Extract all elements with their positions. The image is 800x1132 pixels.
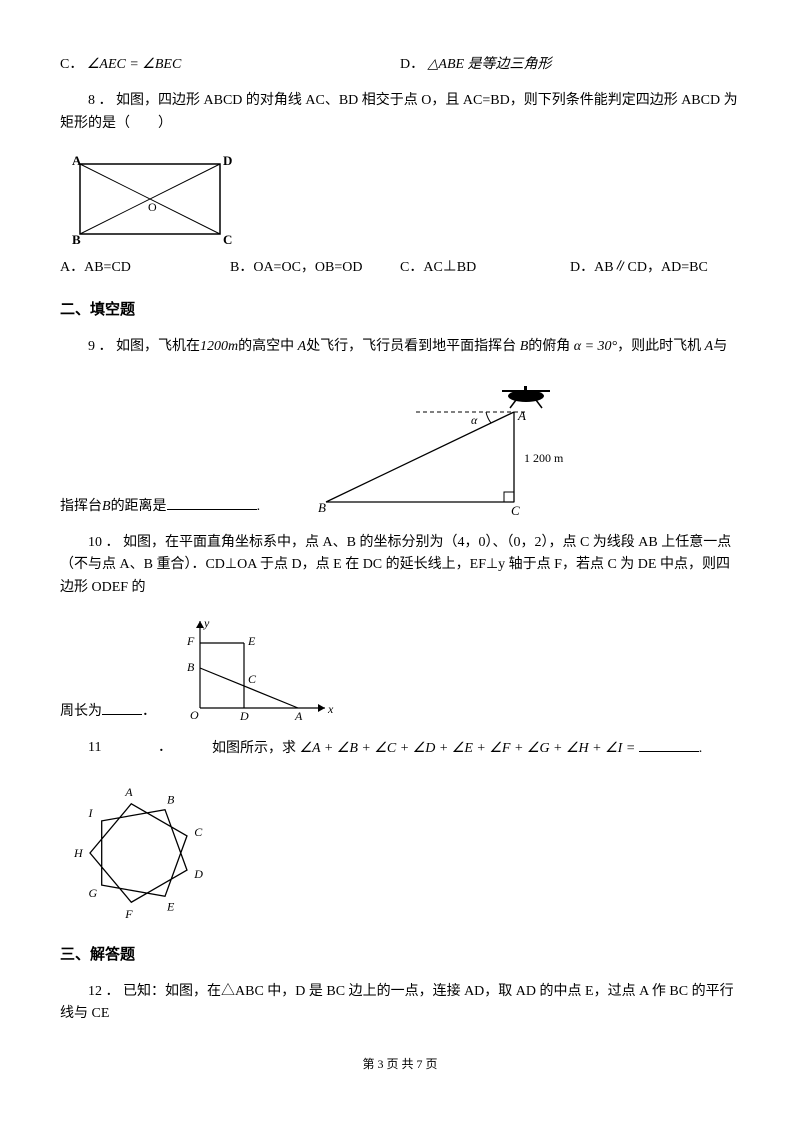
q10-line2: 周长为 ． O A B C D E F x y xyxy=(60,613,740,723)
y: y xyxy=(203,616,210,630)
q7-option-d: D． △ABE 是等边三角形 xyxy=(400,54,740,76)
svg-text:C: C xyxy=(194,824,203,838)
q10-figure: O A B C D E F x y xyxy=(170,613,340,723)
q10-text: 10 ． 如图，在平面直角坐标系中，点 A、B 的坐标分别为（4，0）、（0，2… xyxy=(60,532,740,599)
t: 处飞行，飞行员看到地平面指挥台 xyxy=(306,339,516,354)
opt-label: D． xyxy=(400,57,424,72)
t: 如图所示，求 xyxy=(212,741,296,756)
q-body: 如图，在平面直角坐标系中，点 A、B 的坐标分别为（4，0）、（0，2），点 C… xyxy=(60,535,731,595)
pB: B xyxy=(520,339,529,354)
q8-option-b: B．OA=OC，OB=OD xyxy=(230,257,400,279)
svg-text:D: D xyxy=(193,867,203,881)
pB: B xyxy=(102,499,111,514)
t: 的俯角 xyxy=(528,339,570,354)
expr: ∠A + ∠B + ∠C + ∠D + ∠E + ∠F + ∠G + ∠H + … xyxy=(300,741,636,756)
q8-option-c: C．AC⊥BD xyxy=(400,257,570,279)
q-num: 9 ． xyxy=(88,339,113,354)
svg-text:I: I xyxy=(88,806,94,820)
O: O xyxy=(190,708,199,722)
q9-line2: 指挥台B的距离是. α A B C 1 200 m xyxy=(60,372,740,518)
blank xyxy=(102,700,142,715)
A: A xyxy=(517,408,526,423)
t: 与 xyxy=(713,339,727,354)
q12-text: 12 ． 已知：如图，在△ABC 中，D 是 BC 边上的一点，连接 AD，取 … xyxy=(60,981,740,1026)
t: 周长为 xyxy=(60,704,102,719)
D: D xyxy=(239,709,249,723)
label-A: A xyxy=(72,153,82,168)
alt: 1200m xyxy=(200,339,238,354)
C: C xyxy=(248,672,257,686)
x: x xyxy=(327,702,334,716)
p: . xyxy=(699,741,703,756)
t: 指挥台 xyxy=(60,499,102,514)
pA: A xyxy=(298,339,307,354)
opt-label: C． xyxy=(60,57,83,72)
A: A xyxy=(294,709,303,723)
q-body: 已知：如图，在△ABC 中，D 是 BC 边上的一点，连接 AD，取 AD 的中… xyxy=(60,984,734,1021)
svg-text:E: E xyxy=(166,899,175,913)
p: ． xyxy=(142,704,156,719)
q-body: 如图，四边形 ABCD 的对角线 AC、BD 相交于点 O，且 AC=BD，则下… xyxy=(60,93,738,130)
label-C: C xyxy=(223,232,232,247)
section-2-heading: 二、填空题 xyxy=(60,298,740,322)
q7-options-cd: C． ∠AEC = ∠BEC D． △ABE 是等边三角形 xyxy=(60,54,740,76)
opt-text: ∠AEC = ∠BEC xyxy=(87,57,181,72)
B: B xyxy=(318,500,326,515)
svg-text:G: G xyxy=(89,885,98,899)
q-num: 10 ． xyxy=(88,535,120,550)
q7-option-c: C． ∠AEC = ∠BEC xyxy=(60,54,400,76)
blank xyxy=(167,495,257,510)
label-B: B xyxy=(72,232,81,247)
svg-text:H: H xyxy=(73,846,84,860)
q9-line1: 9 ． 如图，飞机在1200m的高空中 A处飞行，飞行员看到地平面指挥台 B的俯… xyxy=(60,336,740,358)
C: C xyxy=(511,503,520,518)
q-num: 8 ． xyxy=(88,93,113,108)
q8-option-a: A．AB=CD xyxy=(60,257,230,279)
svg-text:A: A xyxy=(124,784,133,798)
q-num: 11 xyxy=(88,737,118,760)
ang: α = 30° xyxy=(574,339,617,354)
dist: 1 200 m xyxy=(524,451,564,465)
F: F xyxy=(186,634,195,648)
t: 的高空中 xyxy=(238,339,294,354)
B: B xyxy=(187,660,195,674)
svg-text:B: B xyxy=(167,792,175,806)
q8-options: A．AB=CD B．OA=OC，OB=OD C．AC⊥BD D．AB∥CD，AD… xyxy=(60,257,740,279)
page-footer: 第 3 页 共 7 页 xyxy=(60,1055,740,1074)
blank xyxy=(639,737,699,752)
q-num: 12 ． xyxy=(88,984,120,999)
E: E xyxy=(247,634,256,648)
t: 的距离是 xyxy=(111,499,167,514)
label-O: O xyxy=(148,200,157,214)
q8-text: 8 ． 如图，四边形 ABCD 的对角线 AC、BD 相交于点 O，且 AC=B… xyxy=(60,90,740,135)
section-3-heading: 三、解答题 xyxy=(60,943,740,967)
q8-option-d: D．AB∥CD，AD=BC xyxy=(570,257,740,279)
pA: A xyxy=(705,339,714,354)
q8-figure: A D B C O xyxy=(60,149,740,249)
opt-text: △ABE 是等边三角形 xyxy=(428,57,552,72)
label-D: D xyxy=(223,153,232,168)
q-sep: ． xyxy=(158,737,172,760)
svg-text:F: F xyxy=(124,907,133,921)
q11-figure: A B C D E F G H I xyxy=(60,775,740,925)
t: 如图，飞机在 xyxy=(116,339,200,354)
alpha: α xyxy=(471,413,478,427)
p: . xyxy=(257,499,261,514)
q9-figure: α A B C 1 200 m xyxy=(296,372,576,522)
q11-text: 11 ． 如图所示，求 ∠A + ∠B + ∠C + ∠D + ∠E + ∠F … xyxy=(60,737,740,760)
t: ，则此时飞机 xyxy=(617,339,701,354)
